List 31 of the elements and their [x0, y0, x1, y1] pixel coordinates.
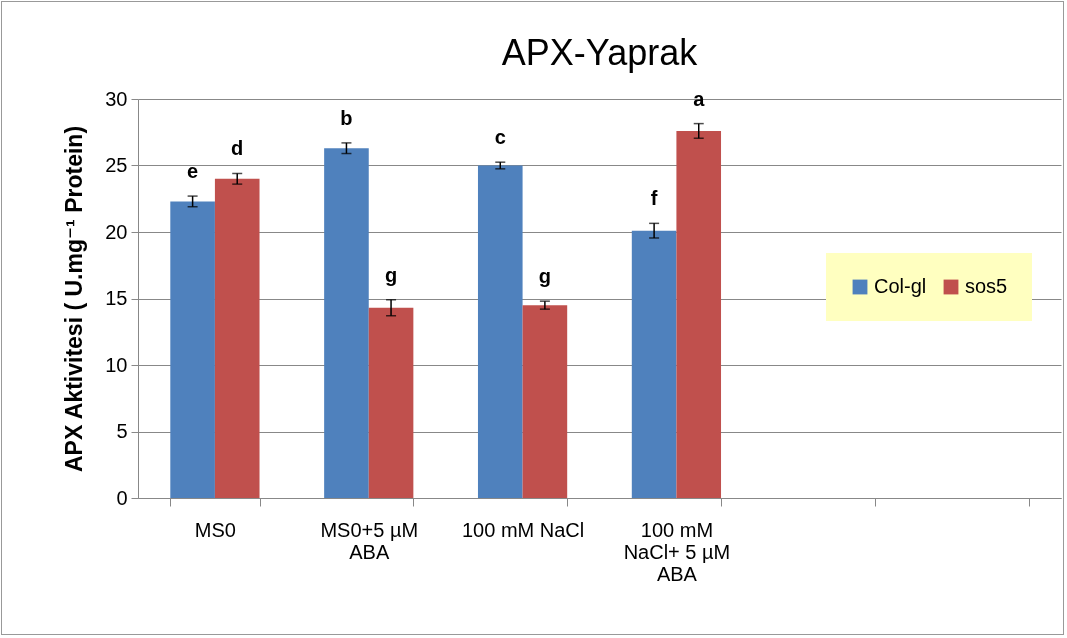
x-tick-label: 100 mM NaCl+ 5 µM ABA	[623, 518, 731, 585]
y-tick-label: 5	[116, 420, 128, 442]
y-tick-label: 20	[105, 220, 128, 243]
bar	[170, 201, 215, 498]
y-axis-title: APX Aktivitesi ( U.mg⁻¹ Protein)	[61, 125, 88, 473]
data-label: g	[538, 265, 551, 288]
legend-label: Col-gl	[874, 275, 927, 297]
data-label: g	[384, 263, 398, 286]
bar	[477, 165, 523, 498]
y-tick-label: 25	[105, 154, 128, 176]
data-label: b	[340, 106, 353, 129]
bar	[631, 230, 677, 498]
bar	[676, 130, 722, 498]
bar	[214, 178, 260, 498]
bar	[522, 305, 568, 498]
chart-title: APX-Yaprak	[501, 32, 699, 73]
y-tick-label: 10	[105, 353, 128, 376]
y-tick-label: 0	[116, 486, 128, 509]
data-label: e	[187, 160, 199, 183]
legend-label: sos5	[965, 275, 1008, 297]
y-tick-label: 30	[105, 87, 128, 110]
bar	[324, 148, 369, 498]
x-tick-label: MS0	[194, 518, 236, 541]
data-label: a	[693, 87, 706, 110]
x-tick-label: MS0+5 µM ABA	[320, 518, 419, 563]
x-tick-label: 100 mM NaCl	[461, 518, 585, 541]
data-label: f	[650, 187, 658, 210]
data-label: c	[494, 126, 506, 149]
data-label: d	[231, 137, 244, 160]
bar	[368, 307, 414, 498]
y-tick-label: 15	[105, 287, 128, 309]
